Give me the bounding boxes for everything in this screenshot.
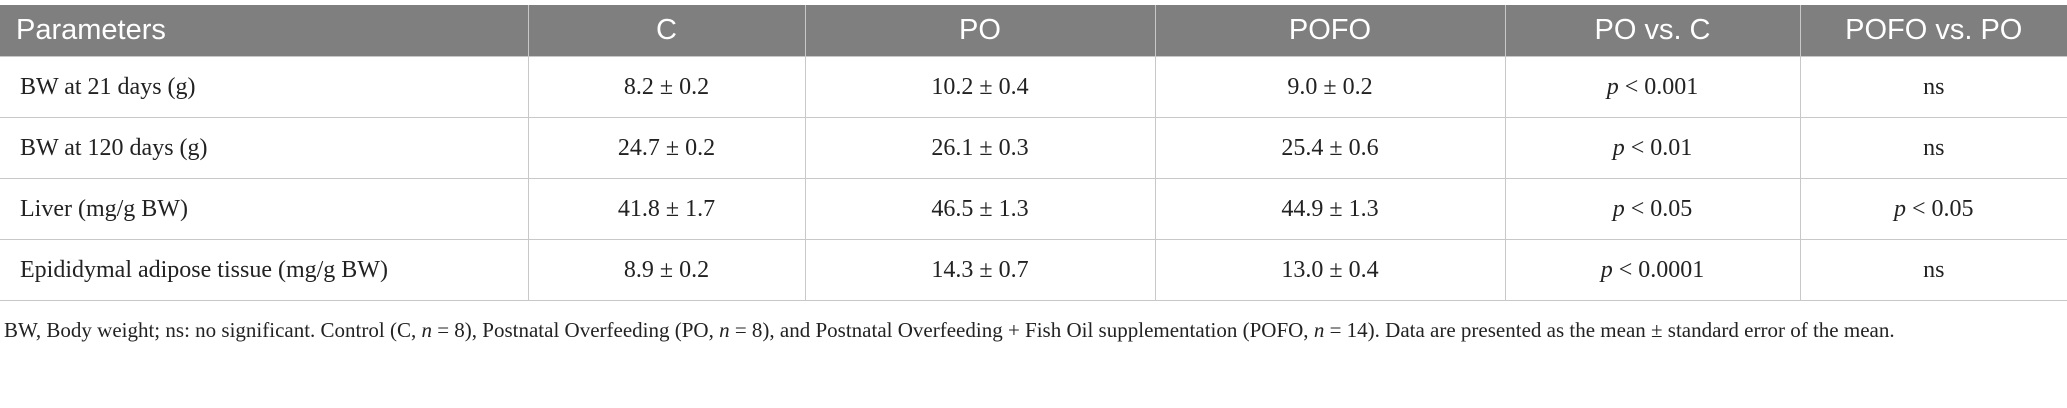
- table-cell: 10.2 ± 0.4: [804, 56, 1156, 118]
- header-cell: C: [527, 5, 805, 57]
- table-cell: p < 0.05: [1504, 178, 1801, 240]
- table-cell: 14.3 ± 0.7: [804, 239, 1156, 301]
- row-label: BW at 120 days (g): [0, 117, 529, 179]
- table-cell: ns: [1799, 239, 2067, 301]
- table-row: Liver (mg/g BW) 41.8 ± 1.7 46.5 ± 1.3 44.9 …: [0, 178, 2067, 240]
- table-cell: 41.8 ± 1.7: [527, 178, 806, 240]
- table-cell: 8.2 ± 0.2: [527, 56, 806, 118]
- header-cell: POFO: [1154, 5, 1505, 57]
- table-cell: p < 0.0001: [1504, 239, 1801, 301]
- italic-symbol: n: [421, 318, 432, 342]
- italic-symbol: p: [1606, 73, 1619, 100]
- row-label: BW at 21 days (g): [0, 56, 529, 118]
- table-cell: p < 0.05: [1799, 178, 2067, 240]
- header-cell: POFO vs. PO: [1799, 5, 2067, 57]
- table-cell: ns: [1799, 56, 2067, 118]
- table-cell: ns: [1799, 117, 2067, 179]
- italic-symbol: n: [1313, 318, 1325, 342]
- table-cell: 44.9 ± 1.3: [1154, 178, 1506, 240]
- table-cell: p < 0.001: [1504, 56, 1801, 118]
- table-cell: 25.4 ± 0.6: [1154, 117, 1506, 179]
- footnote: BW, Body weight; ns: no significant. Con…: [4, 318, 1895, 342]
- data-table: Parameters C PO POFO PO vs. C POFO vs. PO BW …: [0, 5, 2067, 301]
- table-cell: 26.1 ± 0.3: [804, 117, 1156, 179]
- table-cell: 46.5 ± 1.3: [804, 178, 1156, 240]
- row-label: Liver (mg/g BW): [0, 178, 529, 240]
- table-cell: p < 0.01: [1504, 117, 1801, 179]
- italic-symbol: p: [1600, 256, 1613, 283]
- table-cell: 13.0 ± 0.4: [1154, 239, 1506, 301]
- header-cell: PO: [804, 5, 1155, 57]
- italic-symbol: p: [1612, 195, 1625, 222]
- table-row: Epididymal adipose tissue (mg/g BW) 8.9 ±…: [0, 239, 2067, 301]
- header-row: Parameters C PO POFO PO vs. C POFO vs. PO: [0, 5, 2067, 57]
- header-cell: Parameters: [0, 5, 528, 57]
- row-label: Epididymal adipose tissue (mg/g BW): [0, 239, 529, 301]
- italic-symbol: p: [1893, 195, 1906, 222]
- table-cell: 24.7 ± 0.2: [527, 117, 806, 179]
- header-cell: PO vs. C: [1504, 5, 1800, 57]
- table-row: BW at 21 days (g) 8.2 ± 0.2 10.2 ± 0.4 9.0 …: [0, 56, 2067, 118]
- italic-symbol: p: [1612, 134, 1625, 161]
- italic-symbol: n: [719, 318, 730, 342]
- table-cell: 8.9 ± 0.2: [527, 239, 806, 301]
- table-row: BW at 120 days (g) 24.7 ± 0.2 26.1 ± 0.3 25…: [0, 117, 2067, 179]
- table-cell: 9.0 ± 0.2: [1154, 56, 1506, 118]
